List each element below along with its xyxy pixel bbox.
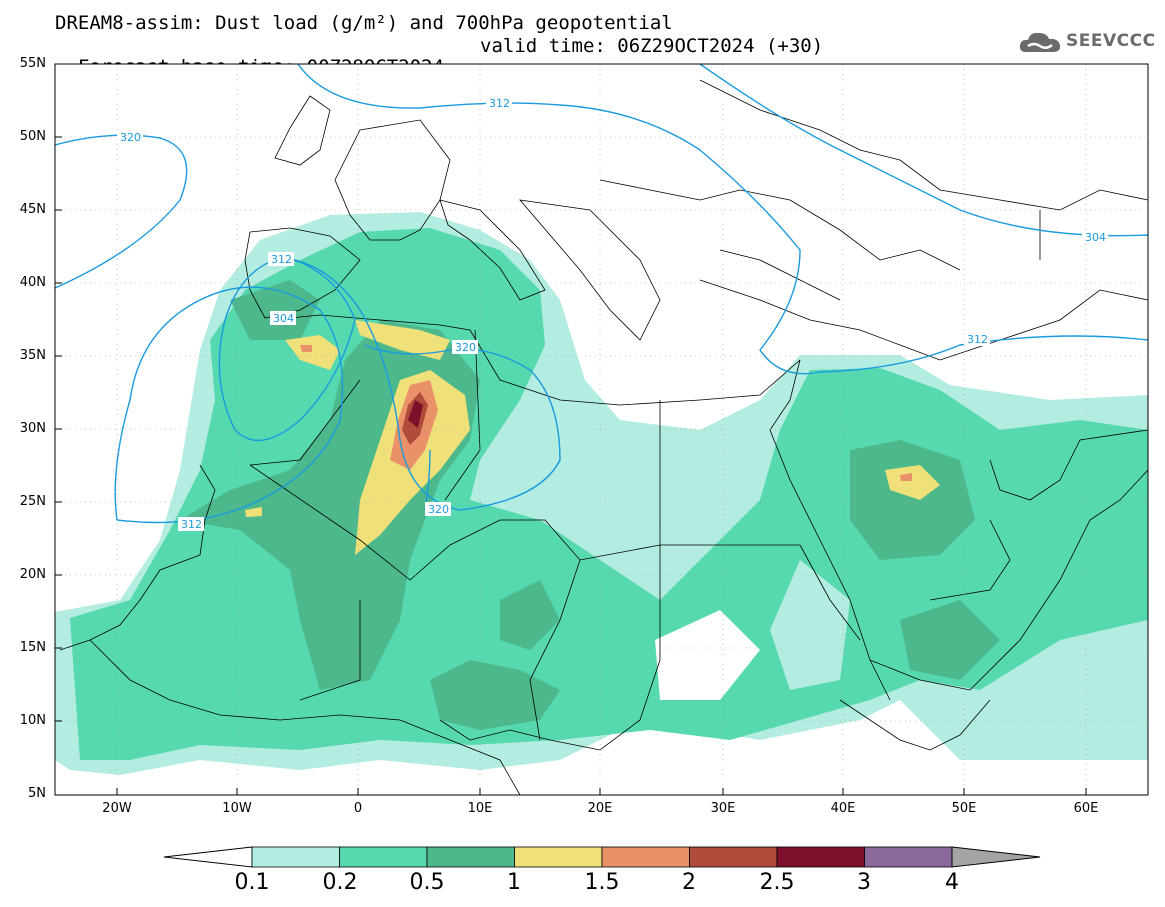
lat-label: 5N	[28, 786, 46, 801]
lat-label: 25N	[19, 494, 46, 509]
lat-label: 45N	[19, 202, 46, 217]
lon-label: 60E	[1073, 801, 1099, 816]
map-title: DREAM8-assim: Dust load (g/m²) and 700hP…	[55, 12, 673, 34]
contour-label: 304	[1085, 231, 1106, 244]
valid-time: valid time: 06Z29OCT2024 (+30)	[480, 35, 824, 57]
logo-text: SEEVCCC	[1066, 31, 1156, 51]
lon-label: 0	[353, 801, 363, 816]
lat-label: 10N	[19, 713, 46, 728]
colorbar-label: 0.5	[409, 870, 445, 895]
contour-labels: 312 320 312 304 320 320 312 312 304	[117, 96, 1108, 531]
contour-label: 312	[181, 518, 202, 531]
contour-label: 320	[455, 341, 476, 354]
contour-label: 312	[967, 333, 988, 346]
lon-label: 10E	[467, 801, 493, 816]
lon-label: 20W	[102, 801, 132, 816]
lon-label: 40E	[830, 801, 856, 816]
lat-label: 35N	[19, 348, 46, 363]
lon-label: 20E	[587, 801, 613, 816]
cloud-icon	[1019, 32, 1061, 52]
colorbar-label: 2.5	[759, 870, 795, 895]
contour-label: 320	[428, 503, 449, 516]
lat-label: 30N	[19, 421, 46, 436]
colorbar-label: 2	[682, 870, 696, 895]
colorbar-label: 0.1	[234, 870, 270, 895]
lat-label: 20N	[19, 567, 46, 582]
lon-label: 50E	[951, 801, 977, 816]
lat-label: 40N	[19, 275, 46, 290]
lat-label: 50N	[19, 129, 46, 144]
contour-label: 312	[489, 97, 510, 110]
contour-label: 304	[273, 312, 294, 325]
dust-field	[55, 212, 1148, 775]
colorbar-label: 0.2	[322, 870, 358, 895]
seevccc-logo: SEEVCCC	[1018, 28, 1156, 56]
contour-label: 312	[271, 253, 292, 266]
contour-label: 320	[120, 131, 141, 144]
coastlines	[59, 79, 1148, 795]
colorbar-label: 1	[507, 870, 521, 895]
lat-label: 15N	[19, 640, 46, 655]
axis-ticks	[55, 63, 1087, 795]
geopotential-contours	[55, 64, 1148, 524]
colorbar-label: 4	[945, 870, 959, 895]
colorbar-label: 3	[857, 870, 871, 895]
graticule	[55, 64, 1148, 795]
lon-label: 30E	[710, 801, 736, 816]
lat-label: 55N	[19, 56, 46, 71]
lon-label: 10W	[222, 801, 252, 816]
colorbar-label: 1.5	[584, 870, 620, 895]
